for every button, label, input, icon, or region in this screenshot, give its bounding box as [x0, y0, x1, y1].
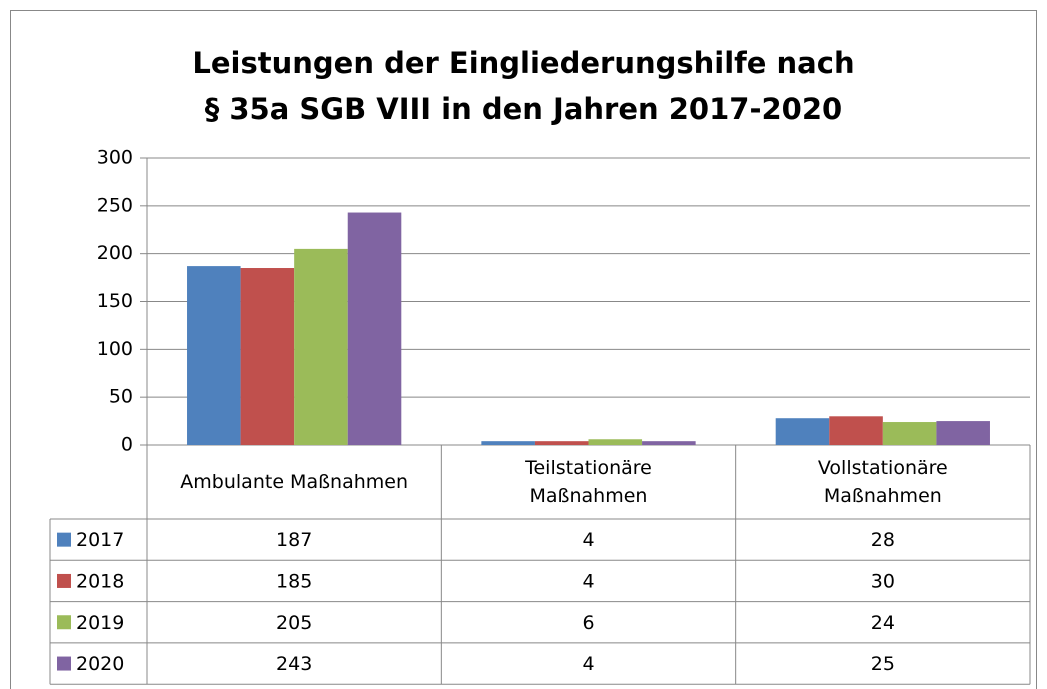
- chart-title: Leistungen der Eingliederungshilfe nach …: [192, 46, 855, 126]
- y-tick-label: 150: [97, 290, 133, 312]
- table-value: 4: [582, 653, 594, 675]
- x-tick-label: Teilstationäre Maßnahmen: [525, 457, 652, 507]
- table-value: 30: [871, 570, 895, 592]
- y-tick-label: 300: [97, 147, 133, 169]
- y-tick-label: 50: [109, 386, 133, 408]
- table-value: 205: [276, 612, 312, 634]
- legend-swatch: [57, 532, 71, 547]
- legend-label: 2020: [76, 653, 124, 675]
- legend-swatch: [57, 615, 71, 630]
- y-tick-label: 100: [97, 338, 133, 360]
- bar: [882, 422, 937, 445]
- x-tick-label-box: Ambulante Maßnahmen: [180, 471, 409, 493]
- table-value: 243: [276, 653, 312, 675]
- bar: [588, 439, 643, 445]
- bar: [187, 266, 241, 445]
- bar: [534, 441, 589, 445]
- table-value: 4: [582, 529, 594, 551]
- title-box: Leistungen der Eingliederungshilfe nach …: [192, 46, 855, 126]
- legend-label: 2018: [76, 570, 124, 592]
- bar: [642, 441, 696, 445]
- table-value: 25: [871, 653, 895, 675]
- legend-swatch: [57, 656, 71, 671]
- table-value: 28: [871, 529, 895, 551]
- y-tick-label: 0: [121, 434, 133, 456]
- bar: [775, 418, 830, 445]
- legend-swatch: [57, 573, 71, 588]
- bar: [481, 441, 535, 445]
- table-value: 187: [276, 529, 312, 551]
- legend-label: 2019: [76, 612, 124, 634]
- y-tick-label: 250: [97, 194, 133, 216]
- x-tick-label-box: Vollstationäre Maßnahmen: [817, 457, 948, 507]
- table-value: 185: [276, 570, 312, 592]
- table-value: 24: [871, 612, 895, 634]
- bar: [936, 421, 990, 445]
- table-value: 6: [582, 612, 594, 634]
- bar: [240, 268, 295, 445]
- bar: [294, 248, 348, 445]
- bar: [829, 416, 883, 445]
- x-tick-label: Vollstationäre Maßnahmen: [817, 457, 948, 507]
- x-tick-label-box: Teilstationäre Maßnahmen: [525, 457, 652, 507]
- table-value: 4: [582, 570, 594, 592]
- legend-label: 2017: [76, 529, 124, 551]
- x-tick-label: Ambulante Maßnahmen: [180, 471, 409, 493]
- bar: [347, 212, 402, 445]
- y-tick-label: 200: [97, 242, 133, 264]
